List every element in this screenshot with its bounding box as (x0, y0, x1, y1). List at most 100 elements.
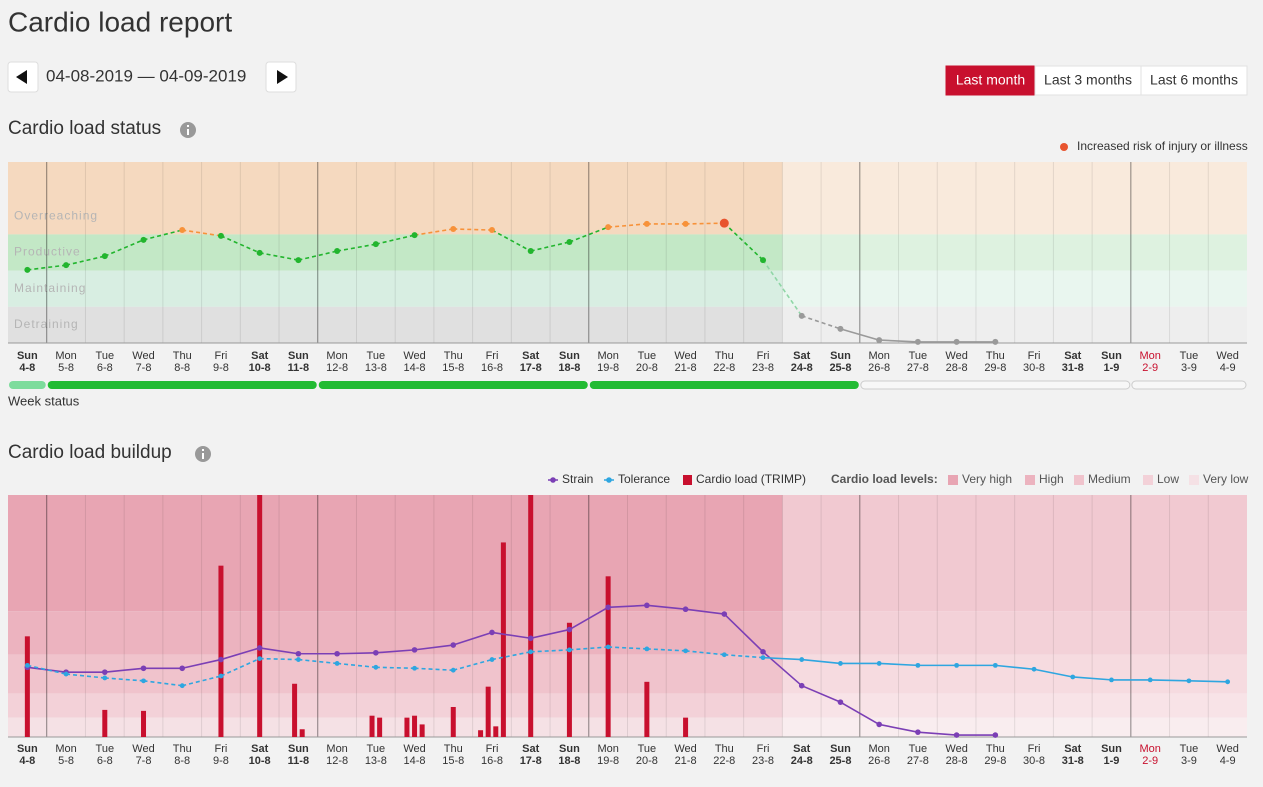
legend-risk-label: Increased risk of injury or illness (1077, 139, 1248, 153)
x-tick-weekday: Wed (945, 350, 967, 362)
prev-arrow (16, 70, 27, 84)
series-segment (259, 647, 299, 655)
series-point (953, 732, 960, 738)
section-title: Cardio load status (8, 118, 161, 139)
series-segment (182, 658, 222, 670)
x-tick-weekday: Mon (868, 743, 889, 755)
series-segment (840, 701, 880, 726)
status-point (837, 325, 844, 332)
x-tick-date: 20-8 (636, 755, 658, 767)
series-segment (220, 657, 261, 677)
x-tick-date: 3-9 (1181, 362, 1197, 374)
series-point (876, 661, 882, 666)
x-tick-date: 15-8 (442, 362, 464, 374)
legend-label: Medium (1088, 472, 1131, 486)
status-point (24, 266, 31, 273)
x-tick-date: 28-8 (946, 755, 968, 767)
info-icon[interactable] (180, 122, 196, 138)
x-tick-date: 22-8 (713, 755, 735, 767)
zone-label: Productive (14, 245, 81, 259)
load-bar (299, 729, 305, 737)
x-tick-date: 27-8 (907, 755, 929, 767)
load-bar (605, 576, 611, 737)
status-point (876, 337, 883, 344)
week-status-bar (9, 381, 46, 389)
x-tick-date: 6-8 (97, 362, 113, 374)
x-tick-date: 12-8 (326, 362, 348, 374)
x-tick-date: 26-8 (868, 362, 890, 374)
x-tick-weekday: Sat (1064, 743, 1081, 755)
series-segment (995, 664, 1035, 671)
status-segment (840, 328, 880, 341)
status-point (256, 249, 263, 256)
series-point (450, 667, 456, 673)
section-title: Cardio load buildup (8, 442, 172, 463)
status-point (682, 220, 689, 227)
load-bar (377, 717, 383, 737)
x-tick-weekday: Sun (288, 743, 309, 755)
x-tick-weekday: Sat (793, 350, 810, 362)
period-button[interactable] (1034, 65, 1142, 96)
level-band (8, 495, 1247, 612)
series-segment (1072, 676, 1112, 681)
series-point (257, 656, 263, 661)
period-label: Last 6 months (1150, 72, 1238, 88)
legend-swatch (1025, 475, 1035, 485)
x-tick-date: 24-8 (791, 755, 813, 767)
x-tick-date: 4-9 (1220, 362, 1236, 374)
x-tick-date: 17-8 (520, 362, 542, 374)
x-tick-date: 8-8 (174, 755, 190, 767)
x-tick-date: 18-8 (558, 755, 580, 767)
x-tick-date: 19-8 (597, 362, 619, 374)
info-icon[interactable] (195, 446, 211, 462)
series-point (489, 629, 495, 636)
x-tick-weekday: Tue (638, 350, 657, 362)
level-band (8, 611, 1247, 655)
x-tick-date: 30-8 (1023, 755, 1045, 767)
series-segment (1033, 668, 1073, 678)
load-bar (292, 683, 298, 737)
series-segment (762, 656, 802, 661)
period-button[interactable] (945, 65, 1036, 96)
x-tick-weekday: Fri (486, 350, 499, 362)
load-bar (644, 681, 650, 737)
series-point (373, 649, 379, 656)
x-tick-date: 31-8 (1062, 755, 1084, 767)
x-tick-date: 16-8 (481, 755, 503, 767)
x-tick-weekday: Mon (326, 350, 347, 362)
x-tick-weekday: Wed (674, 350, 696, 362)
series-point (102, 675, 108, 681)
period-button[interactable] (1140, 65, 1248, 96)
series-segment (801, 684, 841, 703)
x-tick-date: 24-8 (791, 362, 813, 374)
status-point (334, 248, 341, 255)
x-tick-date: 23-8 (752, 362, 774, 374)
x-tick-date: 13-8 (365, 755, 387, 767)
future-overlay (782, 495, 1247, 737)
series-segment (879, 662, 918, 667)
x-tick-date: 31-8 (1062, 362, 1084, 374)
x-tick-weekday: Tue (1180, 350, 1199, 362)
x-tick-weekday: Sun (830, 743, 851, 755)
levels-label: Cardio load levels: (831, 472, 938, 486)
legend-dot (550, 477, 556, 483)
x-tick-weekday: Fri (1028, 350, 1041, 362)
status-point (217, 232, 224, 239)
status-segment (491, 229, 532, 252)
zone-label: Maintaining (14, 281, 86, 295)
x-tick-weekday: Thu (986, 743, 1005, 755)
status-point (914, 338, 921, 345)
status-point (605, 224, 612, 231)
load-bar (218, 565, 224, 737)
x-tick-date: 7-8 (136, 362, 152, 374)
status-point (179, 227, 186, 234)
series-point (334, 661, 340, 666)
x-tick-weekday: Tue (1180, 743, 1199, 755)
x-tick-date: 4-8 (19, 755, 35, 767)
x-tick-date: 9-8 (213, 755, 229, 767)
x-tick-date: 5-8 (58, 362, 74, 374)
series-segment (375, 649, 415, 654)
x-tick-date: 25-8 (829, 755, 851, 767)
status-point (295, 257, 302, 264)
series-segment (1188, 680, 1228, 683)
